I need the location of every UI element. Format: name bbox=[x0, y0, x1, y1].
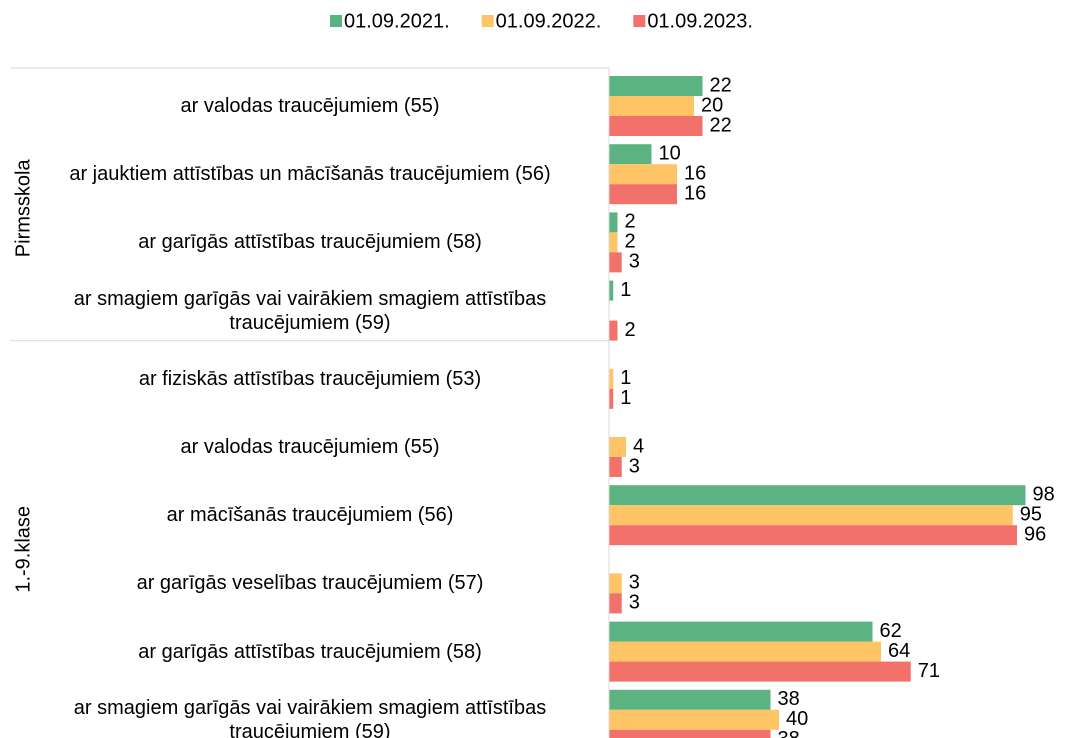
bar bbox=[609, 252, 622, 273]
value-label: 2 bbox=[625, 211, 636, 233]
category-label: ar jauktiem attīstības un mācīšanās trau… bbox=[69, 163, 551, 186]
bar bbox=[609, 729, 771, 738]
bar bbox=[609, 184, 677, 205]
bar bbox=[609, 709, 779, 730]
category-label: ar valodas traucējumiem (55) bbox=[180, 95, 440, 117]
value-label: 10 bbox=[659, 142, 681, 164]
value-label: 2 bbox=[625, 319, 636, 341]
group-label: 1.-9.klase bbox=[12, 506, 34, 593]
bar bbox=[609, 525, 1017, 546]
value-label: 96 bbox=[1024, 523, 1046, 545]
value-label: 95 bbox=[1020, 503, 1042, 525]
bar bbox=[609, 76, 703, 96]
legend-label: 01.09.2022. bbox=[496, 10, 602, 32]
value-label: 71 bbox=[918, 660, 940, 682]
bar bbox=[609, 689, 771, 710]
legend-swatch bbox=[481, 15, 494, 27]
bar bbox=[609, 593, 622, 614]
legend-label: 01.09.2021. bbox=[344, 10, 450, 32]
value-label: 22 bbox=[710, 74, 732, 96]
bar bbox=[609, 368, 614, 389]
category-label: ar smagiem garīgās vai vairākiem smagiem… bbox=[73, 287, 547, 334]
value-label: 3 bbox=[629, 592, 640, 614]
bar bbox=[609, 232, 618, 253]
bar bbox=[609, 144, 652, 165]
value-label: 38 bbox=[778, 688, 800, 710]
category-label: ar smagiem garīgās vai vairākiem smagiem… bbox=[73, 696, 547, 738]
bar bbox=[609, 212, 618, 233]
bar bbox=[609, 320, 618, 341]
value-label: 2 bbox=[625, 231, 636, 253]
bar bbox=[609, 485, 1026, 506]
legend-swatch bbox=[633, 15, 646, 27]
value-label: 1 bbox=[620, 279, 631, 301]
value-label: 3 bbox=[629, 572, 640, 594]
bar bbox=[609, 437, 626, 457]
category-label: ar valodas traucējumiem (55) bbox=[180, 436, 440, 458]
legend-label: 01.09.2023. bbox=[647, 10, 753, 32]
bar bbox=[609, 505, 1013, 526]
bar bbox=[609, 641, 881, 662]
bar bbox=[609, 388, 614, 409]
value-label: 40 bbox=[786, 708, 808, 730]
value-label: 16 bbox=[684, 182, 706, 204]
category-label: ar garīgās attīstības traucējumiem (58) bbox=[138, 640, 482, 663]
bar bbox=[609, 164, 677, 185]
value-label: 3 bbox=[629, 455, 640, 477]
bar bbox=[609, 621, 873, 642]
value-label: 64 bbox=[888, 640, 910, 662]
value-label: 1 bbox=[620, 367, 631, 389]
category-label: ar garīgās attīstības traucējumiem (58) bbox=[138, 231, 482, 254]
bar bbox=[609, 457, 622, 477]
group-label: Pirmsskola bbox=[12, 159, 34, 258]
value-label: 3 bbox=[629, 251, 640, 273]
value-label: 38 bbox=[778, 728, 800, 738]
bar bbox=[609, 116, 703, 136]
bar bbox=[609, 573, 622, 594]
category-label: ar garīgās veselības traucējumiem (57) bbox=[136, 572, 484, 595]
bar bbox=[609, 661, 911, 682]
legend-swatch bbox=[330, 15, 342, 27]
bar bbox=[609, 280, 614, 301]
value-label: 98 bbox=[1033, 483, 1055, 505]
value-label: 22 bbox=[710, 114, 732, 136]
value-label: 16 bbox=[684, 162, 706, 184]
value-label: 62 bbox=[880, 620, 902, 642]
value-label: 4 bbox=[633, 435, 644, 457]
category-label: ar fiziskās attīstības traucējumiem (53) bbox=[138, 367, 482, 390]
bar bbox=[609, 96, 694, 116]
category-label: ar mācīšanās traucējumiem (56) bbox=[166, 504, 454, 527]
value-label: 20 bbox=[701, 94, 723, 116]
value-label: 1 bbox=[620, 387, 631, 409]
